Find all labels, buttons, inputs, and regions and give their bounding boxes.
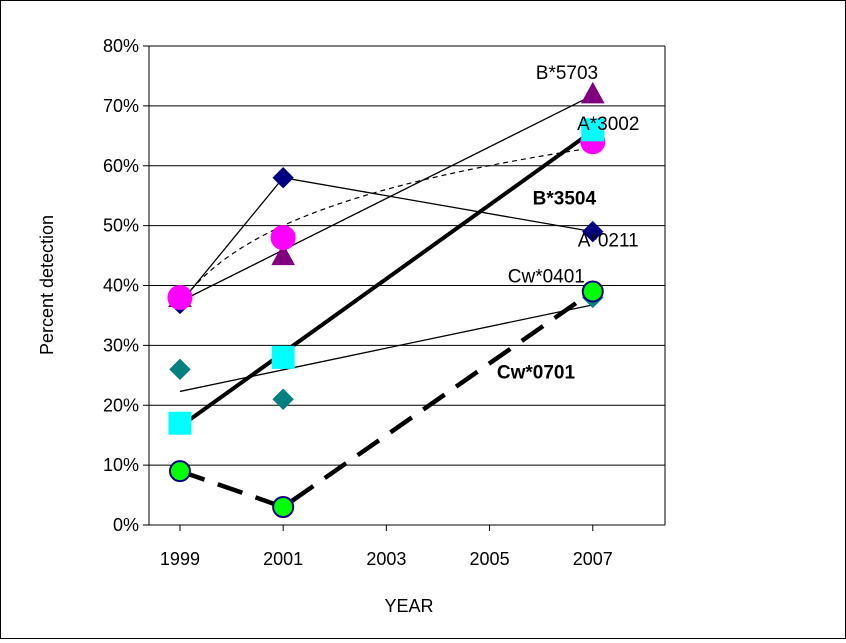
series-label: B*3504 xyxy=(533,189,597,210)
circle-point xyxy=(167,284,193,310)
data-points xyxy=(167,81,606,519)
series-label: A*0211 xyxy=(578,231,639,252)
series-lines xyxy=(178,94,595,510)
series-label: B*5703 xyxy=(536,63,598,84)
series-label: Cw*0701 xyxy=(497,362,576,383)
y-tick-label: 30% xyxy=(103,335,139,355)
circle-point xyxy=(168,460,191,483)
y-tick-label: 0% xyxy=(113,515,139,535)
circle-point xyxy=(581,280,604,303)
series-label: Cw*0401 xyxy=(508,267,585,288)
x-tick-label: 2003 xyxy=(366,549,406,569)
y-tick-labels: 0% 10% 20% 30% 40% 50% 60% 70% 80% xyxy=(103,36,139,535)
x-tick-label: 2001 xyxy=(263,549,303,569)
y-tick-label: 10% xyxy=(103,455,139,475)
trend-line xyxy=(179,304,593,393)
x-axis-label: YEAR xyxy=(384,596,433,616)
square-point xyxy=(271,345,295,369)
diamond-point xyxy=(582,220,604,243)
diamond-point xyxy=(272,167,294,189)
diamond-point xyxy=(169,358,191,381)
x-tick-label: 1999 xyxy=(160,549,200,569)
y-axis-label: Percent detection xyxy=(37,215,57,355)
x-tick-labels: 1999 2001 2003 2005 2007 xyxy=(160,549,613,569)
series-label: A*3002 xyxy=(577,114,639,135)
circle-point xyxy=(272,496,295,519)
trend-line xyxy=(179,147,593,304)
x-tick-label: 2005 xyxy=(470,549,510,569)
triangle-point xyxy=(271,243,296,266)
y-tick-label: 20% xyxy=(103,395,139,415)
y-tick-label: 70% xyxy=(103,96,139,116)
y-tick-label: 60% xyxy=(103,156,139,176)
circle-point xyxy=(270,225,296,251)
gridlines xyxy=(149,45,665,466)
diamond-point xyxy=(272,388,294,410)
series-labels: A*0211 B*5703 A*3002 B*3504 Cw*0401 Cw*0701 xyxy=(497,63,639,383)
y-tick-label: 50% xyxy=(103,216,139,236)
x-tick-label: 2007 xyxy=(573,549,613,569)
y-tick-label: 80% xyxy=(103,36,139,56)
series-line xyxy=(179,289,595,510)
square-point xyxy=(581,118,605,142)
axes xyxy=(143,45,666,531)
y-tick-label: 40% xyxy=(103,276,139,296)
square-point xyxy=(168,411,192,435)
triangle-point xyxy=(580,81,605,104)
trend-line xyxy=(179,94,594,303)
